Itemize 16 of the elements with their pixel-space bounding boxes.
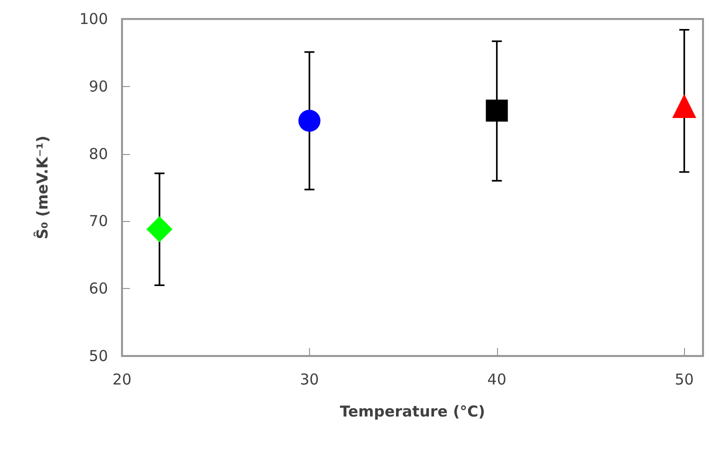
y-tick-label: 100 xyxy=(79,10,108,28)
point xyxy=(486,100,508,122)
x-tick-label: 20 xyxy=(112,370,132,388)
point xyxy=(146,216,172,242)
y-axis-title: Ŝ₀ (meV.K⁻¹) xyxy=(34,136,52,240)
y-tick-label: 80 xyxy=(88,144,108,163)
y-tick-label: 60 xyxy=(88,280,108,298)
x-tick-label: 30 xyxy=(300,370,319,388)
y-tick-label: 70 xyxy=(88,212,108,230)
x-axis-title: Temperature (°C) xyxy=(340,402,486,420)
x-tick-label: 40 xyxy=(487,370,506,388)
y-tick-label: 50 xyxy=(88,347,108,365)
x-tick-label: 50 xyxy=(674,370,694,388)
point xyxy=(298,110,320,132)
point xyxy=(672,94,696,118)
y-tick-label: 90 xyxy=(88,77,108,96)
